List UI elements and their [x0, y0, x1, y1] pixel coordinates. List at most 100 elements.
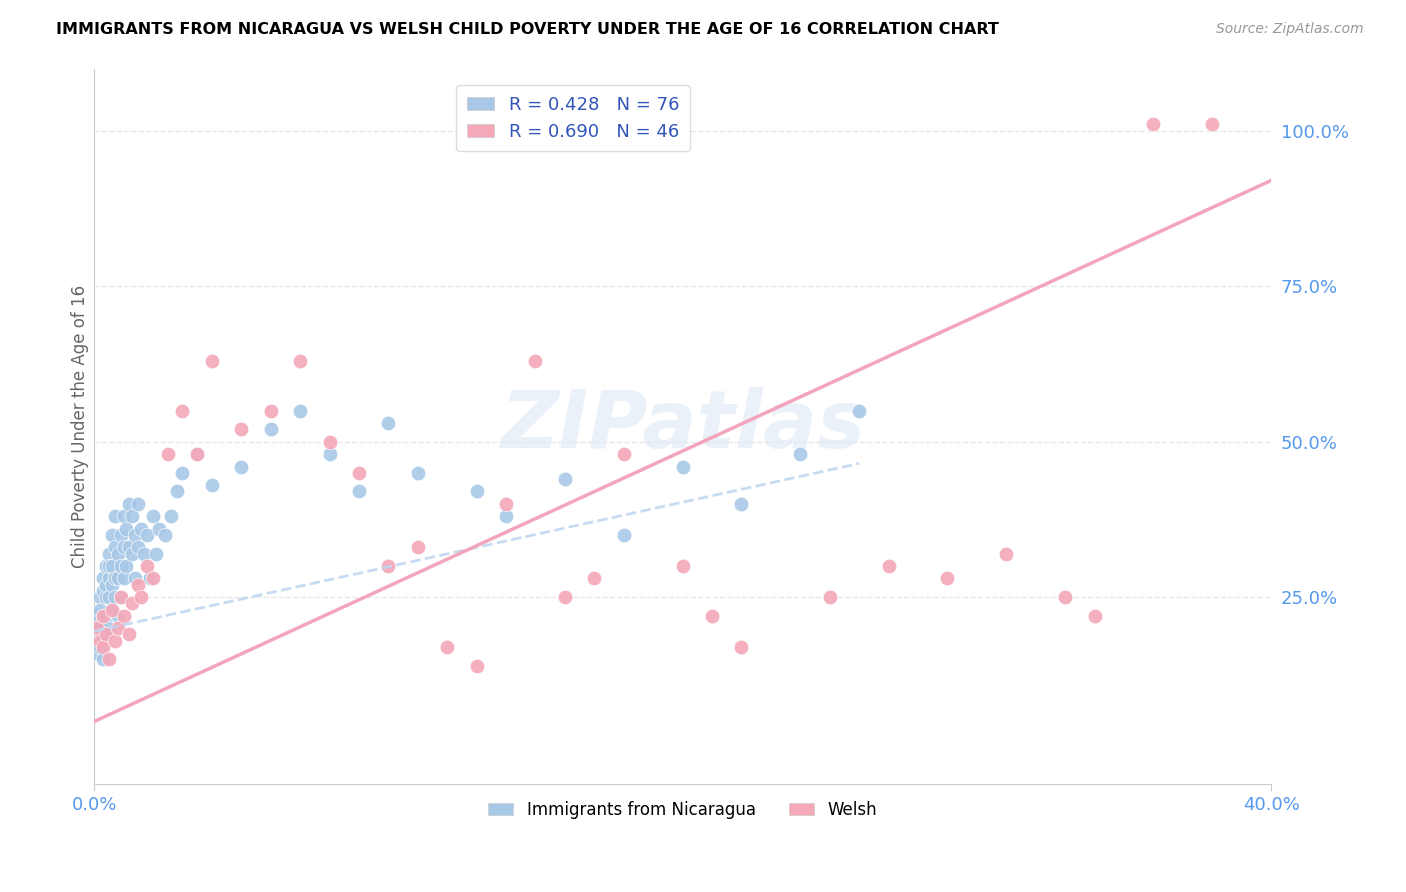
- Point: [112, 509, 135, 524]
- Point: [104, 509, 127, 524]
- Point: [86, 646, 108, 660]
- Point: [172, 466, 194, 480]
- Point: [186, 447, 208, 461]
- Point: [583, 572, 606, 586]
- Point: [260, 422, 283, 436]
- Point: [97, 572, 120, 586]
- Point: [134, 547, 156, 561]
- Point: [124, 572, 146, 586]
- Point: [97, 652, 120, 666]
- Point: [104, 572, 127, 586]
- Point: [104, 633, 127, 648]
- Point: [377, 416, 399, 430]
- Point: [112, 541, 135, 555]
- Point: [110, 528, 132, 542]
- Point: [91, 640, 114, 654]
- Point: [136, 559, 159, 574]
- Point: [118, 627, 141, 641]
- Point: [186, 447, 208, 461]
- Point: [91, 627, 114, 641]
- Point: [94, 578, 117, 592]
- Point: [1083, 608, 1105, 623]
- Point: [127, 541, 149, 555]
- Text: ZIPatlas: ZIPatlas: [501, 387, 865, 465]
- Point: [672, 459, 695, 474]
- Point: [121, 547, 143, 561]
- Point: [436, 640, 458, 654]
- Point: [94, 627, 117, 641]
- Point: [877, 559, 900, 574]
- Point: [91, 608, 114, 623]
- Point: [159, 509, 181, 524]
- Point: [89, 640, 111, 654]
- Point: [554, 472, 576, 486]
- Point: [156, 447, 179, 461]
- Point: [818, 590, 841, 604]
- Point: [129, 522, 152, 536]
- Point: [107, 572, 129, 586]
- Point: [1142, 118, 1164, 132]
- Point: [142, 509, 165, 524]
- Point: [101, 559, 124, 574]
- Point: [107, 608, 129, 623]
- Point: [115, 559, 138, 574]
- Point: [700, 608, 723, 623]
- Point: [121, 596, 143, 610]
- Point: [142, 572, 165, 586]
- Point: [101, 578, 124, 592]
- Point: [110, 590, 132, 604]
- Point: [86, 621, 108, 635]
- Point: [672, 559, 695, 574]
- Point: [148, 522, 170, 536]
- Point: [104, 590, 127, 604]
- Point: [118, 497, 141, 511]
- Point: [97, 621, 120, 635]
- Point: [94, 608, 117, 623]
- Point: [495, 497, 517, 511]
- Point: [110, 559, 132, 574]
- Point: [91, 652, 114, 666]
- Point: [318, 434, 340, 449]
- Point: [94, 559, 117, 574]
- Point: [172, 403, 194, 417]
- Point: [153, 528, 176, 542]
- Point: [101, 602, 124, 616]
- Point: [789, 447, 811, 461]
- Point: [995, 547, 1018, 561]
- Point: [107, 547, 129, 561]
- Point: [91, 608, 114, 623]
- Point: [288, 354, 311, 368]
- Point: [231, 459, 253, 474]
- Point: [97, 547, 120, 561]
- Point: [121, 509, 143, 524]
- Point: [91, 583, 114, 598]
- Point: [554, 590, 576, 604]
- Y-axis label: Child Poverty Under the Age of 16: Child Poverty Under the Age of 16: [72, 285, 89, 567]
- Point: [112, 572, 135, 586]
- Point: [406, 466, 429, 480]
- Point: [260, 403, 283, 417]
- Point: [89, 602, 111, 616]
- Point: [166, 484, 188, 499]
- Point: [848, 403, 870, 417]
- Point: [89, 590, 111, 604]
- Point: [97, 559, 120, 574]
- Point: [406, 541, 429, 555]
- Point: [91, 572, 114, 586]
- Point: [318, 447, 340, 461]
- Point: [136, 528, 159, 542]
- Point: [201, 478, 224, 492]
- Point: [495, 509, 517, 524]
- Point: [288, 403, 311, 417]
- Point: [86, 608, 108, 623]
- Point: [101, 528, 124, 542]
- Point: [118, 541, 141, 555]
- Point: [613, 528, 636, 542]
- Point: [730, 497, 752, 511]
- Point: [730, 640, 752, 654]
- Point: [112, 608, 135, 623]
- Point: [465, 484, 488, 499]
- Point: [613, 447, 636, 461]
- Text: Source: ZipAtlas.com: Source: ZipAtlas.com: [1216, 22, 1364, 37]
- Point: [97, 590, 120, 604]
